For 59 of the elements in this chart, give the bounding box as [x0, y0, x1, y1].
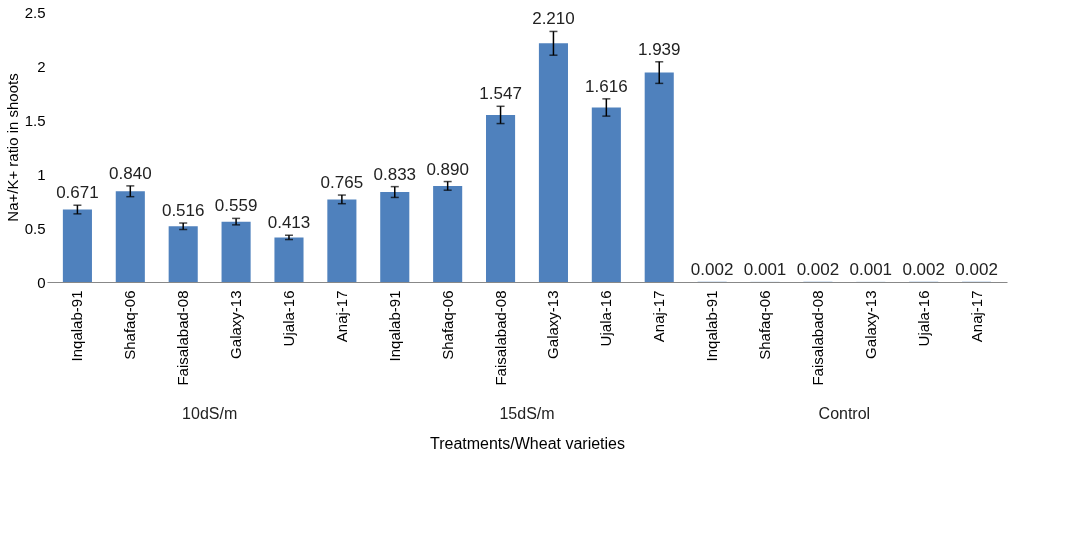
- data-label: 1.939: [637, 39, 681, 59]
- y-tick-label: 0.5: [24, 219, 46, 237]
- x-tick-label: Faisalabad-08: [174, 290, 192, 386]
- x-tick-label: Ujala-16: [597, 290, 615, 347]
- y-tick-label: 1: [37, 165, 46, 183]
- x-tick-label: Galaxy-13: [544, 290, 562, 359]
- x-tick-label: Ujala-16: [279, 290, 297, 347]
- x-tick-label: Faisalabad-08: [491, 290, 509, 386]
- x-tick-label: Anaj-17: [967, 290, 985, 343]
- x-tick-label: Shafaq-06: [121, 290, 139, 360]
- x-tick-label: Shafaq-06: [756, 290, 774, 360]
- text: 15dS/m: [499, 405, 555, 422]
- bar: [538, 43, 568, 282]
- x-tick-label: Inqalab-91: [703, 290, 721, 362]
- data-label: 0.840: [109, 163, 152, 183]
- data-label: 0.890: [426, 159, 469, 179]
- data-label: 0.765: [320, 173, 364, 193]
- bar: [115, 191, 145, 282]
- bar: [591, 107, 621, 282]
- data-label: 0.671: [56, 183, 99, 203]
- y-tick-label: 0: [37, 273, 46, 291]
- data-label: 0.001: [849, 259, 893, 279]
- x-tick-label: Galaxy-13: [227, 290, 245, 359]
- bar: [327, 199, 357, 282]
- bar: [486, 114, 516, 282]
- text: Control: [818, 405, 871, 422]
- x-tick-label: Ujala-16: [914, 290, 932, 347]
- data-label: 0.002: [796, 259, 840, 279]
- data-label: 1.547: [479, 84, 522, 104]
- y-tick-label: 2.5: [24, 3, 46, 21]
- data-label: 0.001: [743, 259, 787, 279]
- x-tick-label: Inqalab-91: [68, 290, 86, 362]
- data-label: 0.833: [373, 164, 417, 184]
- x-tick-label: Faisalabad-08: [808, 290, 826, 386]
- x-tick-label: Inqalab-91: [385, 290, 403, 362]
- x-tick-label: Anaj-17: [332, 290, 350, 343]
- bar: [433, 185, 463, 282]
- bar: [221, 221, 251, 282]
- data-label: 0.002: [902, 259, 945, 279]
- data-label: 0.413: [267, 213, 311, 233]
- x-tick-label: Anaj-17: [650, 290, 668, 343]
- x-tick-label: Galaxy-13: [861, 290, 879, 359]
- y-tick-label: 1.5: [24, 111, 46, 129]
- bar: [380, 192, 410, 282]
- bar: [62, 209, 92, 282]
- data-label: 0.002: [955, 259, 998, 279]
- y-axis-title: Na+/K+ ratio in shoots: [3, 73, 21, 222]
- bar: [168, 226, 198, 282]
- y-tick-label: 2: [37, 57, 46, 75]
- bar: [644, 72, 674, 282]
- text: 10dS/m: [182, 405, 238, 422]
- data-label: 0.002: [690, 259, 734, 279]
- x-axis-title: Treatments/Wheat varieties: [429, 434, 626, 452]
- data-label: 1.616: [585, 76, 628, 96]
- bar: [274, 237, 304, 282]
- data-label: 0.516: [161, 201, 205, 221]
- data-label: 0.559: [214, 196, 258, 216]
- data-label: 2.210: [532, 9, 575, 29]
- x-tick-label: Shafaq-06: [438, 290, 456, 360]
